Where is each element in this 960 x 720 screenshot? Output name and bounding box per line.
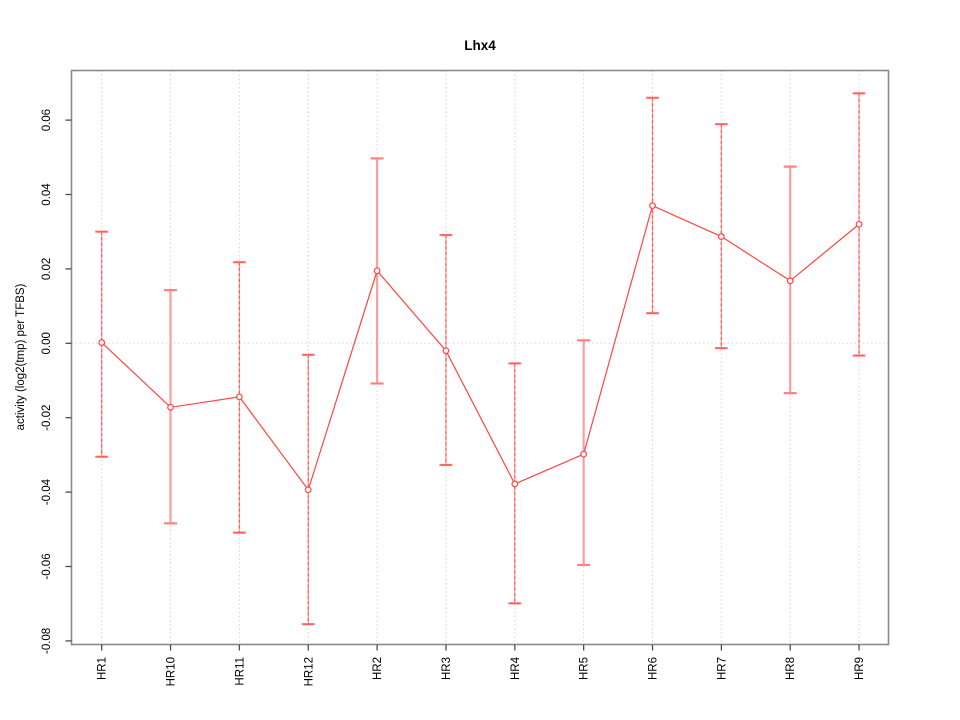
y-tick-label: 0.00 <box>41 332 53 354</box>
y-tick-label: 0.06 <box>41 109 53 131</box>
series-line <box>101 204 860 492</box>
x-tick-label: HR8 <box>785 657 797 680</box>
y-tick-label: 0.04 <box>41 183 53 206</box>
y-tick-label: -0.02 <box>41 405 53 431</box>
x-tick-label: HR7 <box>716 657 728 680</box>
x-tick-label: HR1 <box>97 657 109 680</box>
y-tick-label: 0.02 <box>41 258 53 280</box>
data-point-marker <box>98 339 106 346</box>
data-point-marker <box>855 220 863 228</box>
x-tick-label: HR5 <box>579 657 591 680</box>
data-point-marker <box>167 403 174 411</box>
y-tick-label: -0.04 <box>41 478 53 505</box>
y-axis-title: activity (log2(tmp) per TFBS) <box>15 283 27 430</box>
x-tick-label: HR6 <box>648 657 660 680</box>
data-point-marker <box>304 486 312 494</box>
plot-frame <box>70 69 890 646</box>
data-point-marker <box>511 480 519 488</box>
data-point-marker <box>717 233 725 240</box>
data-point-marker <box>649 202 656 210</box>
data-point-marker <box>235 393 243 401</box>
x-tick-label: HR3 <box>441 657 453 680</box>
x-tick-label: HR2 <box>372 657 384 680</box>
data-point-marker <box>786 277 794 285</box>
chart-title: Lhx4 <box>464 38 496 53</box>
x-tick-label: HR11 <box>234 657 246 686</box>
x-tick-label: HR12 <box>303 657 315 686</box>
data-point-marker <box>373 267 381 275</box>
data-point-marker <box>442 347 450 355</box>
y-tick-label: -0.08 <box>41 628 53 654</box>
y-tick-label: -0.06 <box>41 553 53 579</box>
x-tick-label: HR9 <box>854 657 866 680</box>
data-point-marker <box>580 450 588 458</box>
x-tick-label: HR10 <box>166 657 178 686</box>
x-tick-label: HR4 <box>510 656 522 680</box>
